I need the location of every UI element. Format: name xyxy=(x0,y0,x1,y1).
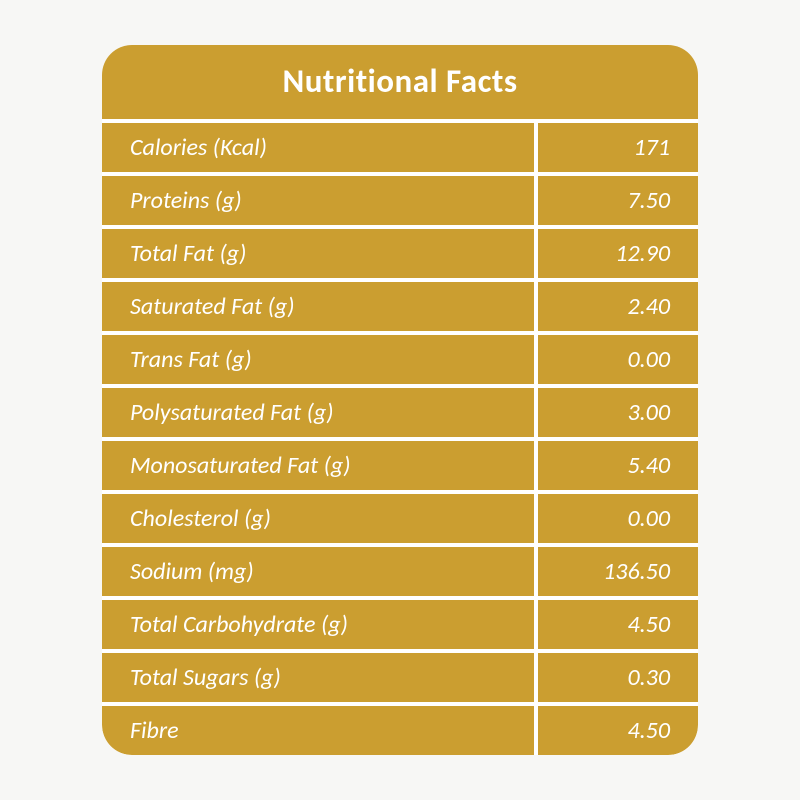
nutrient-label: Sodium (mg) xyxy=(102,547,538,596)
nutrient-value: 5.40 xyxy=(538,441,698,490)
nutrient-value: 171 xyxy=(538,123,698,172)
nutrient-value: 4.50 xyxy=(538,706,698,755)
nutrient-label: Proteins (g) xyxy=(102,176,538,225)
table-row: Total Carbohydrate (g) 4.50 xyxy=(102,596,698,649)
table-row: Calories (Kcal) 171 xyxy=(102,119,698,172)
nutrient-value: 0.00 xyxy=(538,335,698,384)
table-row: Sodium (mg) 136.50 xyxy=(102,543,698,596)
nutrient-label: Trans Fat (g) xyxy=(102,335,538,384)
nutrient-label: Monosaturated Fat (g) xyxy=(102,441,538,490)
nutrient-value: 0.30 xyxy=(538,653,698,702)
nutrient-label: Calories (Kcal) xyxy=(102,123,538,172)
nutrient-value: 136.50 xyxy=(538,547,698,596)
table-row: Fibre 4.50 xyxy=(102,702,698,755)
nutrient-value: 4.50 xyxy=(538,600,698,649)
table-row: Trans Fat (g) 0.00 xyxy=(102,331,698,384)
nutrient-value: 12.90 xyxy=(538,229,698,278)
card-title: Nutritional Facts xyxy=(102,45,698,119)
nutrient-label: Fibre xyxy=(102,706,538,755)
nutrient-label: Total Fat (g) xyxy=(102,229,538,278)
nutrition-rows: Calories (Kcal) 171 Proteins (g) 7.50 To… xyxy=(102,119,698,755)
table-row: Proteins (g) 7.50 xyxy=(102,172,698,225)
table-row: Saturated Fat (g) 2.40 xyxy=(102,278,698,331)
table-row: Cholesterol (g) 0.00 xyxy=(102,490,698,543)
nutrient-value: 3.00 xyxy=(538,388,698,437)
nutrient-label: Saturated Fat (g) xyxy=(102,282,538,331)
table-row: Total Sugars (g) 0.30 xyxy=(102,649,698,702)
nutrient-label: Cholesterol (g) xyxy=(102,494,538,543)
nutrient-value: 0.00 xyxy=(538,494,698,543)
nutrient-label: Polysaturated Fat (g) xyxy=(102,388,538,437)
table-row: Polysaturated Fat (g) 3.00 xyxy=(102,384,698,437)
nutrition-card: Nutritional Facts Calories (Kcal) 171 Pr… xyxy=(102,45,698,755)
nutrient-value: 2.40 xyxy=(538,282,698,331)
nutrient-value: 7.50 xyxy=(538,176,698,225)
table-row: Total Fat (g) 12.90 xyxy=(102,225,698,278)
table-row: Monosaturated Fat (g) 5.40 xyxy=(102,437,698,490)
nutrient-label: Total Sugars (g) xyxy=(102,653,538,702)
nutrient-label: Total Carbohydrate (g) xyxy=(102,600,538,649)
